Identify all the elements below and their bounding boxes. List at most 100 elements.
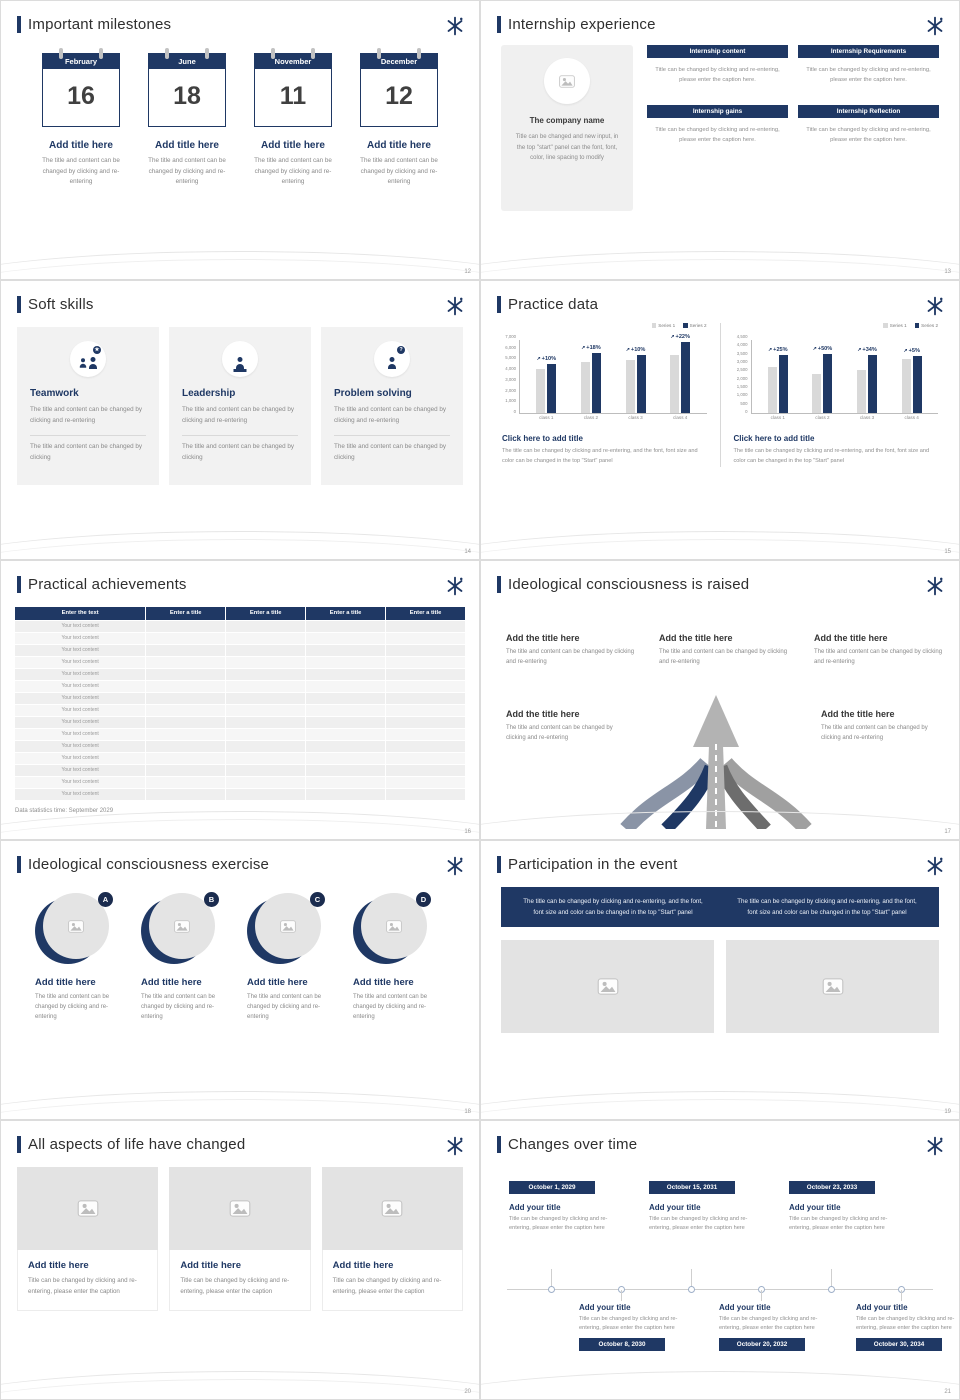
slide-ideological-raised[interactable]: Ideological consciousness is raised Add … [480, 560, 960, 840]
timeline-caption: Title can be changed by clicking and re-… [789, 1216, 888, 1232]
brand-snowflake-icon [447, 16, 463, 36]
legend-swatch [883, 323, 888, 328]
timeline-title: Add your title [856, 1303, 908, 1312]
brand-snowflake-icon [927, 16, 943, 36]
company-logo-placeholder[interactable] [544, 58, 590, 104]
table-row: Your text content [15, 765, 465, 776]
legend-label: Series 2 [921, 323, 938, 328]
table-cell [386, 693, 465, 704]
y-tick-label: 1,500 [736, 383, 748, 389]
table-cell [146, 753, 226, 764]
bar-series-1 [670, 355, 680, 413]
image-placeholder-icon [386, 919, 402, 933]
chart-title-link[interactable]: Click here to add title [502, 434, 583, 443]
exercise-circle[interactable]: D [353, 892, 431, 965]
exercise-circle[interactable]: C [247, 892, 325, 965]
exercise-title: Add title here [141, 977, 202, 988]
table-cell: Your text content [15, 765, 146, 776]
image-placeholder-box[interactable] [726, 940, 939, 1034]
slide-practice-data[interactable]: Practice data Series 1 Series 2 7,000 6,000… [480, 280, 960, 560]
timeline-connector [551, 1269, 552, 1289]
milestone-caption: The title and content can be changed by … [360, 157, 438, 186]
image-placeholder-box[interactable] [321, 1167, 463, 1250]
calendar-month: February [43, 54, 119, 69]
slide-participation[interactable]: Participation in the event The title can… [480, 840, 960, 1120]
slide-changes-over-time[interactable]: Changes over time October 1, 2029 Add yo… [480, 1120, 960, 1400]
exercise-caption: The title and content can be changed by … [247, 994, 322, 1021]
bar-group: ↗ +22% class 4 [670, 334, 691, 420]
slide-title: Practice data [508, 296, 599, 313]
x-tick-label: class 3 [628, 415, 643, 420]
slide-practical-achievements[interactable]: Practical achievements Enter the text En… [0, 560, 480, 840]
table-row: Your text content [15, 741, 465, 752]
table-cell [226, 777, 306, 788]
achievements-table: Enter the text Enter a title Enter a tit… [15, 607, 465, 800]
chart-title-link[interactable]: Click here to add title [733, 434, 815, 443]
slide-important-milestones[interactable]: Important milestones February 16 Add tit… [0, 0, 480, 280]
title-accent-bar [497, 576, 501, 593]
event-image-row [501, 940, 939, 1034]
calendar-month: June [149, 54, 225, 69]
life-item: Add title here Title can be changed by c… [17, 1167, 159, 1312]
slide-life-changed[interactable]: All aspects of life have changed Add tit… [0, 1120, 480, 1400]
decorative-curve [481, 1091, 959, 1119]
chart-caption: The title can be changed by clicking and… [733, 448, 930, 464]
table-row: Your text content [15, 657, 465, 668]
slide-title: Important milestones [28, 16, 172, 33]
decorative-curve [1, 1091, 479, 1119]
milestone-title: Add title here [49, 140, 113, 151]
calendar-month: December [361, 54, 437, 69]
problem-solving-icon: ? [374, 341, 410, 377]
milestone-item: June 18 Add title here The title and con… [141, 48, 233, 188]
image-placeholder-box[interactable] [169, 1167, 311, 1250]
milestone-title: Add title here [155, 140, 219, 151]
y-tick-label: 3,000 [505, 376, 516, 382]
timeline-date: October 23, 2033 [789, 1181, 875, 1194]
title-accent-bar [17, 296, 21, 313]
page-number: 19 [944, 1109, 951, 1115]
decorative-curve [1, 1379, 479, 1399]
internship-grid: Internship content Title can be changed … [647, 45, 939, 211]
table-row: Your text content [15, 789, 465, 800]
exercise-circle[interactable]: B [141, 892, 219, 965]
image-placeholder-box[interactable] [501, 940, 714, 1034]
bar-series-2 [547, 364, 557, 413]
exercise-circle[interactable]: A [35, 892, 113, 965]
table-cell [226, 657, 306, 668]
raised-caption: The title and content can be changed by … [821, 725, 928, 742]
table-cell: Your text content [15, 633, 146, 644]
table-cell [386, 645, 465, 656]
table-cell [306, 705, 386, 716]
exercise-caption: The title and content can be changed by … [353, 994, 428, 1021]
title-accent-bar [17, 576, 21, 593]
decorative-curve [1, 1371, 479, 1399]
skill-footer: The title and content can be changed by … [334, 443, 447, 462]
teamwork-icon: ★ [70, 341, 106, 377]
increase-arrow-icon: ↗ [536, 356, 541, 362]
raised-caption: The title and content can be changed by … [506, 725, 613, 742]
slide-ideological-exercise[interactable]: Ideological consciousness exercise A Add… [0, 840, 480, 1120]
table-cell: Your text content [15, 621, 146, 632]
slide-internship-experience[interactable]: Internship experience The company name T… [480, 0, 960, 280]
y-tick-label: 2,000 [505, 387, 516, 393]
y-tick-label: 2,000 [736, 375, 748, 381]
y-tick-label: 7,000 [505, 334, 516, 339]
slide-soft-skills[interactable]: Soft skills ★ Teamwork The title and con… [0, 280, 480, 560]
milestone-title: Add title here [261, 140, 325, 151]
decorative-curve [1, 1099, 479, 1119]
table-cell [386, 729, 465, 740]
bar-series-2 [591, 353, 601, 413]
decorative-curve [481, 251, 959, 279]
image-placeholder-box[interactable] [17, 1167, 159, 1250]
internship-item-header: Internship Reflection [798, 105, 939, 119]
annotation-label: +50% [817, 346, 833, 352]
page-number: 14 [464, 549, 471, 555]
internship-item-caption: Title can be changed by clicking and re-… [655, 67, 780, 84]
company-name: The company name [529, 116, 605, 125]
table-row: Your text content [15, 705, 465, 716]
bar-group: ↗ +10% class 3 [625, 339, 646, 420]
page-number: 21 [944, 1389, 951, 1395]
timeline-title: Add your title [789, 1203, 841, 1212]
table-cell: Your text content [15, 777, 146, 788]
title-accent-bar [17, 856, 21, 873]
